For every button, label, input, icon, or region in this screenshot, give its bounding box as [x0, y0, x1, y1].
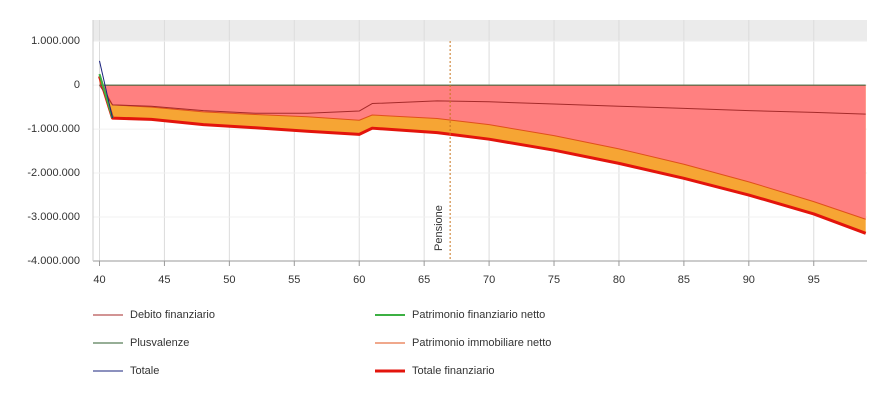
series-line	[99, 80, 866, 220]
x-tick-label: 55	[288, 274, 300, 286]
legend-label: Patrimonio immobiliare netto	[412, 337, 551, 349]
x-tick-label: 50	[223, 274, 235, 286]
x-tick-label: 40	[93, 274, 105, 286]
x-tick-label: 60	[353, 274, 365, 286]
x-tick-label: 90	[743, 274, 755, 286]
series-line	[98, 75, 867, 235]
x-tick-label: 75	[548, 274, 560, 286]
x-tick-label: 65	[418, 274, 430, 286]
y-tick-label: -3.000.000	[27, 211, 80, 223]
area	[99, 80, 866, 220]
x-tick-label: 80	[613, 274, 625, 286]
annotation-label: Pensione	[433, 205, 445, 251]
y-tick-label: -2.000.000	[27, 167, 80, 179]
legend-label: Debito finanziario	[130, 309, 215, 321]
series-line	[99, 84, 866, 115]
legend-label: Totale finanziario	[412, 365, 495, 377]
x-tick-label: 45	[158, 274, 170, 286]
y-tick-label: -4.000.000	[27, 255, 80, 267]
legend-label: Patrimonio finanziario netto	[412, 309, 545, 321]
y-tick-label: 1.000.000	[31, 35, 80, 47]
series-line	[99, 60, 113, 119]
x-tick-label: 70	[483, 274, 495, 286]
legend-label: Plusvalenze	[130, 337, 189, 349]
x-tick-label: 95	[808, 274, 820, 286]
legend-label: Totale	[130, 365, 159, 377]
plot-band	[93, 20, 867, 41]
y-tick-label: 0	[74, 79, 80, 91]
y-tick-label: -1.000.000	[27, 123, 80, 135]
x-tick-label: 85	[678, 274, 690, 286]
